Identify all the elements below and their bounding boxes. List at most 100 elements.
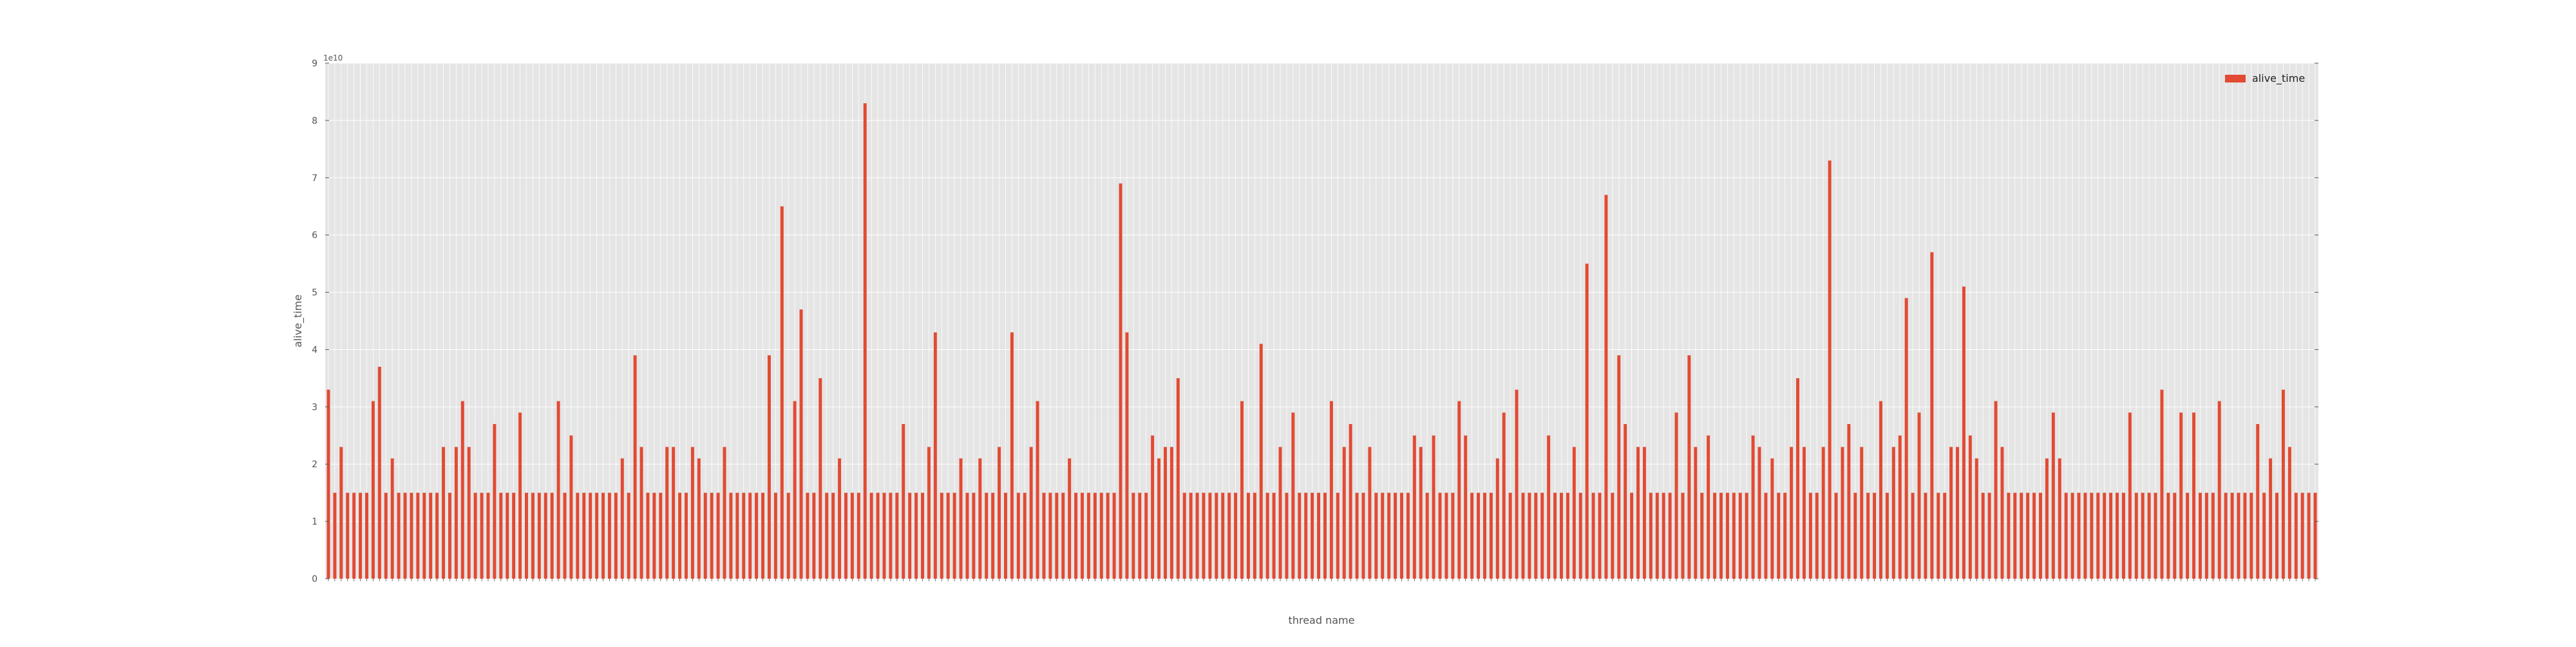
bar [2090, 492, 2094, 579]
bar [1425, 492, 1429, 579]
bar [582, 492, 586, 579]
legend-label: alive_time [2252, 72, 2305, 85]
bar [1668, 492, 1672, 579]
bar [1540, 492, 1544, 579]
bar [531, 492, 535, 579]
bar [1093, 492, 1097, 579]
bar [1374, 492, 1378, 579]
bar [952, 492, 956, 579]
bar [1023, 492, 1027, 579]
y-tick-label: 4 [312, 345, 317, 355]
bar [359, 492, 363, 579]
bar [2256, 424, 2260, 579]
bar [1956, 447, 1960, 579]
bar [1777, 492, 1781, 579]
bar [1860, 447, 1864, 579]
bar [908, 492, 912, 579]
bar [1560, 492, 1563, 579]
bar [1489, 492, 1493, 579]
bar [1125, 332, 1129, 579]
bar [2141, 492, 2145, 579]
bar [2000, 447, 2004, 579]
bar [1259, 343, 1263, 579]
bar [2199, 492, 2202, 579]
plot-background [325, 63, 2318, 579]
bar [882, 492, 886, 579]
bar [1457, 401, 1461, 579]
bar [1732, 492, 1736, 579]
bar [850, 492, 854, 579]
bar [352, 492, 356, 579]
bar [1157, 458, 1161, 579]
bar [1074, 492, 1078, 579]
bar [589, 492, 592, 579]
bar [1042, 492, 1046, 579]
bar [2103, 492, 2107, 579]
bar [576, 492, 580, 579]
y-tick-label: 9 [312, 59, 317, 69]
y-tick-label: 8 [312, 116, 317, 126]
bar [742, 492, 746, 579]
bar [1930, 252, 1934, 579]
y-scale-label: 1e10 [323, 53, 343, 63]
bar [435, 492, 439, 579]
bar [2160, 389, 2164, 579]
bar [1406, 492, 1410, 579]
bar [416, 492, 420, 579]
bar [1081, 492, 1084, 579]
bar [371, 401, 375, 579]
bar [1975, 458, 1978, 579]
bar [1783, 492, 1787, 579]
bar [1412, 435, 1416, 579]
bar [639, 447, 643, 579]
bar [442, 447, 445, 579]
bar [965, 492, 969, 579]
bar [1432, 435, 1435, 579]
bar [2294, 492, 2298, 579]
bar [1227, 492, 1231, 579]
bar [2300, 492, 2304, 579]
bar [2032, 492, 2036, 579]
bar [2186, 492, 2190, 579]
bar [998, 447, 1001, 579]
bar [780, 206, 784, 579]
bar [1674, 412, 1678, 579]
bar [1879, 401, 1882, 579]
bar [985, 492, 989, 579]
bar [1304, 492, 1308, 579]
bar [786, 492, 790, 579]
bar [876, 492, 880, 579]
bar [978, 458, 982, 579]
bar [1317, 492, 1321, 579]
bar [1349, 424, 1352, 579]
bar [1681, 492, 1685, 579]
bar [1873, 492, 1877, 579]
bar [1361, 492, 1365, 579]
bar [1949, 447, 1953, 579]
bar [1547, 435, 1551, 579]
bar [1719, 492, 1723, 579]
bar [773, 492, 777, 579]
x-axis-label: thread name [1289, 614, 1355, 626]
bar [2173, 492, 2177, 579]
bar [1016, 492, 1020, 579]
bar [2128, 412, 2132, 579]
bar [1394, 492, 1397, 579]
bar [601, 492, 605, 579]
bar [1630, 492, 1634, 579]
bar [1132, 492, 1135, 579]
bar [1477, 492, 1481, 579]
bar [1962, 286, 1965, 579]
bar [1246, 492, 1250, 579]
bar [1342, 447, 1346, 579]
bar [678, 492, 682, 579]
bar [2083, 492, 2087, 579]
bar [1176, 378, 1180, 579]
bar [755, 492, 759, 579]
bar [799, 309, 803, 579]
bar [1636, 447, 1640, 579]
bar [620, 458, 624, 579]
bar [1981, 492, 1985, 579]
y-tick-label: 2 [312, 459, 317, 470]
